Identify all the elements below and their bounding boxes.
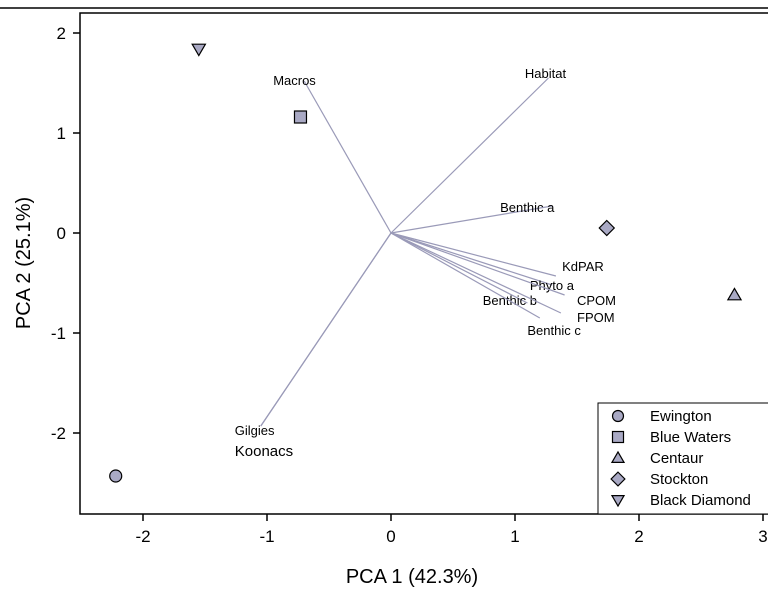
vector-phyto-a bbox=[390, 232, 553, 286]
y-axis-title: PCA 2 (25.1%) bbox=[13, 197, 35, 329]
legend-label: Black Diamond bbox=[650, 492, 751, 509]
y-tick-label: 2 bbox=[57, 24, 66, 43]
point-blue-waters bbox=[293, 110, 308, 124]
legend-label: Blue Waters bbox=[650, 429, 731, 446]
legend-label: Ewington bbox=[650, 408, 712, 425]
point-stockton bbox=[598, 219, 616, 237]
vector-label-benthic-c: Benthic c bbox=[527, 323, 581, 338]
x-tick-label: -2 bbox=[135, 527, 150, 546]
legend: Ewington Blue Waters Centaur Stockton Black … bbox=[597, 402, 768, 515]
vector-benthic-c bbox=[390, 232, 541, 319]
vector-cpom bbox=[390, 232, 565, 296]
y-tick-label: 0 bbox=[57, 224, 66, 243]
x-axis-title: PCA 1 (42.3%) bbox=[346, 566, 478, 588]
legend-label: Stockton bbox=[650, 471, 708, 488]
vector-habitat bbox=[390, 77, 549, 234]
vector-label-fpom: FPOM bbox=[577, 310, 615, 325]
x-tick-label: 1 bbox=[510, 527, 519, 546]
plot-frame bbox=[79, 12, 768, 515]
point-black-diamond bbox=[191, 43, 207, 57]
y-tick-label: -2 bbox=[51, 424, 66, 443]
vector-label-kdpar: KdPAR bbox=[562, 259, 604, 274]
vector-kdpar bbox=[390, 232, 557, 277]
vector-label-benthic-a: Benthic a bbox=[500, 200, 555, 215]
axes: -2 -1 0 1 2 3 2 1 0 -1 -2 bbox=[51, 24, 768, 546]
point-centaur bbox=[726, 287, 743, 301]
legend-marker-blue-waters bbox=[611, 430, 625, 444]
vector-fpom bbox=[390, 232, 562, 314]
vector-benthic-a bbox=[390, 205, 553, 234]
legend-marker-centaur bbox=[610, 450, 626, 463]
vector-label-macros: Macros bbox=[273, 73, 316, 88]
site-points bbox=[109, 43, 743, 483]
vector-label-phyto-a: Phyto a bbox=[530, 278, 575, 293]
legend-marker-ewington bbox=[611, 409, 625, 423]
vector-label-cpom: CPOM bbox=[577, 293, 616, 308]
x-tick-label: 2 bbox=[634, 527, 643, 546]
vector-koonacs bbox=[260, 232, 392, 427]
vector-label-habitat: Habitat bbox=[525, 66, 567, 81]
point-ewington bbox=[109, 469, 123, 483]
y-tick-label: -1 bbox=[51, 324, 66, 343]
legend-box bbox=[597, 402, 768, 515]
vector-label-koonacs: Koonacs bbox=[235, 443, 293, 460]
legend-label: Centaur bbox=[650, 450, 703, 467]
x-tick-label: -1 bbox=[259, 527, 274, 546]
x-tick-label: 0 bbox=[386, 527, 395, 546]
x-tick-label: 3 bbox=[758, 527, 767, 546]
vector-label-gilgies: Gilgies bbox=[235, 423, 275, 438]
legend-marker-stockton bbox=[610, 471, 626, 487]
vector-macros bbox=[303, 80, 392, 234]
legend-marker-black-diamond bbox=[610, 495, 626, 508]
vector-benthic-b bbox=[390, 232, 528, 304]
y-tick-label: 1 bbox=[57, 124, 66, 143]
